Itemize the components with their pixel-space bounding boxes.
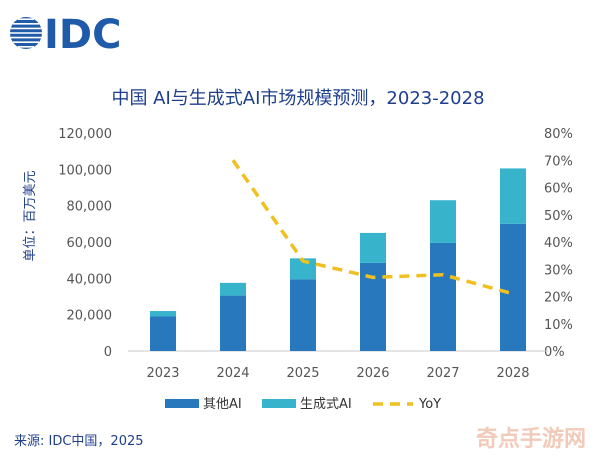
source-note: 来源: IDC中国，2025 xyxy=(14,434,144,449)
bar-other-ai xyxy=(220,295,246,351)
legend-label: 其他AI xyxy=(203,397,242,412)
y2-tick-label: 60% xyxy=(544,182,573,197)
bar-other-ai xyxy=(500,223,526,351)
y-tick-label: 120,000 xyxy=(58,127,112,142)
y-tick-label: 80,000 xyxy=(67,200,113,215)
y-tick-label: 40,000 xyxy=(67,272,113,287)
x-tick-label: 2027 xyxy=(426,366,459,381)
y-tick-label: 60,000 xyxy=(67,236,113,251)
legend-swatch xyxy=(165,399,199,408)
globe-icon xyxy=(10,17,42,49)
y-tick-label: 20,000 xyxy=(67,309,113,324)
bar-other-ai xyxy=(290,279,316,351)
y2-tick-label: 20% xyxy=(544,291,573,306)
legend-label: YoY xyxy=(418,397,441,412)
watermark: 奇点手游网 xyxy=(476,426,586,452)
yoy-line xyxy=(231,159,514,296)
y2-tick-label: 80% xyxy=(544,127,573,142)
bar-other-ai xyxy=(150,316,176,351)
y2-tick-label: 50% xyxy=(544,209,573,224)
legend: 其他AI 生成式AI YoY xyxy=(165,397,441,412)
legend-label: 生成式AI xyxy=(300,397,352,412)
y-axis-left: 0 20,000 40,000 60,000 80,000 100,000 120,000 xyxy=(58,127,112,360)
y-tick-label: 0 xyxy=(104,345,112,360)
y-axis-label: 单位：百万美元 xyxy=(23,170,38,261)
y2-tick-label: 40% xyxy=(544,236,573,251)
bar-gen-ai xyxy=(220,282,246,296)
legend-swatch xyxy=(262,399,296,408)
x-tick-label: 2024 xyxy=(216,366,249,381)
y-tick-label: 100,000 xyxy=(58,163,112,178)
x-tick-label: 2026 xyxy=(356,366,389,381)
bar-other-ai xyxy=(430,242,456,351)
yoy-line-group xyxy=(231,159,514,296)
logo-text: IDC xyxy=(44,12,121,58)
y2-tick-label: 0% xyxy=(544,345,565,360)
x-axis: 2023 2024 2025 2026 2027 2028 xyxy=(146,366,529,381)
bar-gen-ai xyxy=(290,258,316,280)
y2-tick-label: 10% xyxy=(544,318,573,333)
x-tick-label: 2028 xyxy=(496,366,529,381)
bar-gen-ai xyxy=(150,311,176,317)
bars-group xyxy=(150,168,526,351)
idc-logo: IDC xyxy=(10,12,121,58)
y-axis-right: 0% 10% 20% 30% 40% 50% 60% 70% 80% xyxy=(544,127,573,360)
x-tick-label: 2023 xyxy=(146,366,179,381)
bar-gen-ai xyxy=(430,200,456,243)
y2-tick-label: 70% xyxy=(544,154,573,169)
x-tick-label: 2025 xyxy=(286,366,319,381)
chart-title: 中国 AI与生成式AI市场规模预测，2023-2028 xyxy=(111,88,484,109)
y2-tick-label: 30% xyxy=(544,263,573,278)
bar-gen-ai xyxy=(360,232,386,263)
bar-gen-ai xyxy=(500,168,526,224)
